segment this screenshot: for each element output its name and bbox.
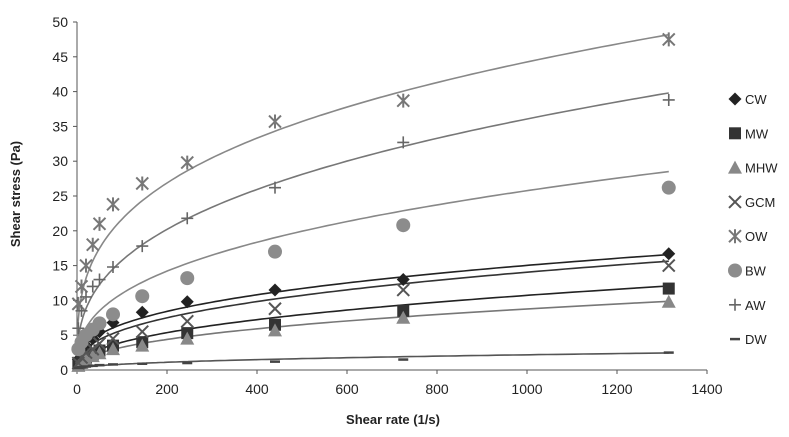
point-mhw	[396, 310, 411, 324]
data-points	[71, 32, 676, 372]
point-gcm	[268, 302, 282, 316]
point-bw	[106, 307, 120, 322]
legend-label-bw: BW	[745, 264, 767, 279]
point-aw	[93, 273, 106, 286]
x-tick-label: 1000	[511, 381, 542, 397]
point-ow	[180, 155, 194, 170]
y-tick-label: 50	[52, 14, 68, 30]
point-aw	[75, 304, 88, 317]
y-axis-title: Shear stress (Pa)	[8, 141, 23, 247]
point-ow	[268, 114, 282, 129]
point-gcm	[106, 331, 120, 346]
point-aw	[397, 136, 410, 149]
legend-marker-cw	[728, 92, 742, 106]
x-axis-title: Shear rate (1/s)	[346, 412, 440, 427]
x-tick-label: 1400	[691, 381, 722, 397]
point-ow	[71, 296, 86, 311]
x-tick-label: 0	[73, 381, 81, 397]
point-ow	[396, 93, 410, 108]
legend-marker-mhw	[728, 160, 742, 174]
fit-curve-ow	[76, 33, 669, 370]
point-gcm	[662, 258, 676, 273]
y-tick-label: 40	[52, 84, 68, 100]
x-tick-label: 600	[335, 381, 359, 397]
y-tick-label: 30	[52, 153, 68, 169]
y-tick-label: 25	[52, 188, 68, 204]
point-aw	[181, 212, 194, 225]
point-mhw	[135, 338, 150, 352]
x-tick-label: 800	[425, 381, 449, 397]
point-ow	[106, 197, 120, 212]
y-tick-label: 15	[52, 258, 68, 274]
x-tick-label: 400	[245, 381, 269, 397]
point-aw	[107, 260, 119, 273]
point-gcm	[135, 325, 149, 339]
point-bw	[268, 244, 282, 259]
point-bw	[92, 316, 107, 331]
point-ow	[92, 216, 107, 231]
point-gcm	[92, 336, 107, 351]
fit-curves	[76, 33, 669, 371]
legend-label-dw: DW	[745, 332, 767, 347]
point-gcm	[396, 283, 410, 297]
point-aw	[662, 93, 675, 106]
x-tick-label: 200	[155, 381, 179, 397]
point-ow	[662, 32, 676, 47]
legend-label-gcm: GCM	[745, 195, 775, 210]
point-aw	[269, 181, 281, 194]
point-mhw	[106, 342, 120, 356]
legend-marker-mw	[729, 127, 741, 140]
legend-label-ow: OW	[745, 229, 768, 244]
fit-curve-bw	[76, 170, 669, 370]
point-mhw	[79, 352, 93, 366]
legend-label-cw: CW	[745, 92, 767, 107]
point-ow	[74, 279, 89, 294]
point-cw	[268, 283, 282, 297]
y-tick-label: 10	[52, 292, 68, 308]
legend-marker-aw	[729, 298, 741, 311]
y-tick-label: 5	[60, 327, 68, 343]
point-mhw	[268, 323, 282, 337]
point-mhw	[661, 294, 676, 308]
point-aw	[86, 280, 99, 293]
legend-marker-bw	[728, 263, 742, 278]
y-tick-label: 35	[52, 118, 68, 134]
fit-curve-aw	[76, 92, 669, 370]
legend-marker-ow	[728, 229, 742, 244]
legend-label-mhw: MHW	[745, 161, 778, 176]
x-tick-label: 1200	[601, 381, 632, 397]
point-cw	[135, 305, 149, 319]
legend: CW MW MHW GCM OW BW AW DW	[728, 92, 778, 347]
point-gcm	[180, 314, 194, 328]
point-aw	[80, 290, 92, 303]
fit-curve-dw	[76, 352, 669, 371]
point-bw	[396, 218, 411, 233]
point-mhw	[180, 331, 195, 345]
point-bw	[135, 289, 150, 304]
legend-label-aw: AW	[745, 298, 766, 313]
y-tick-label: 45	[52, 49, 68, 65]
legend-marker-gcm	[728, 195, 742, 209]
y-tick-label: 0	[60, 362, 68, 378]
y-tick-label: 20	[52, 223, 68, 239]
point-aw	[136, 240, 149, 253]
point-ow	[79, 258, 93, 273]
point-cw	[180, 295, 194, 309]
axes: 0 5 10 15 20 25 30 35 40 45 50 0 200 400 600 800 1000 120…	[52, 14, 722, 397]
legend-label-mw: MW	[745, 126, 769, 141]
point-cw	[396, 273, 410, 287]
point-bw	[661, 180, 676, 195]
point-mhw	[92, 346, 107, 360]
point-cw	[662, 247, 676, 261]
point-ow	[135, 176, 149, 191]
point-bw	[180, 271, 195, 286]
point-aw	[72, 322, 85, 335]
point-ow	[86, 237, 100, 252]
point-mw	[662, 282, 675, 295]
